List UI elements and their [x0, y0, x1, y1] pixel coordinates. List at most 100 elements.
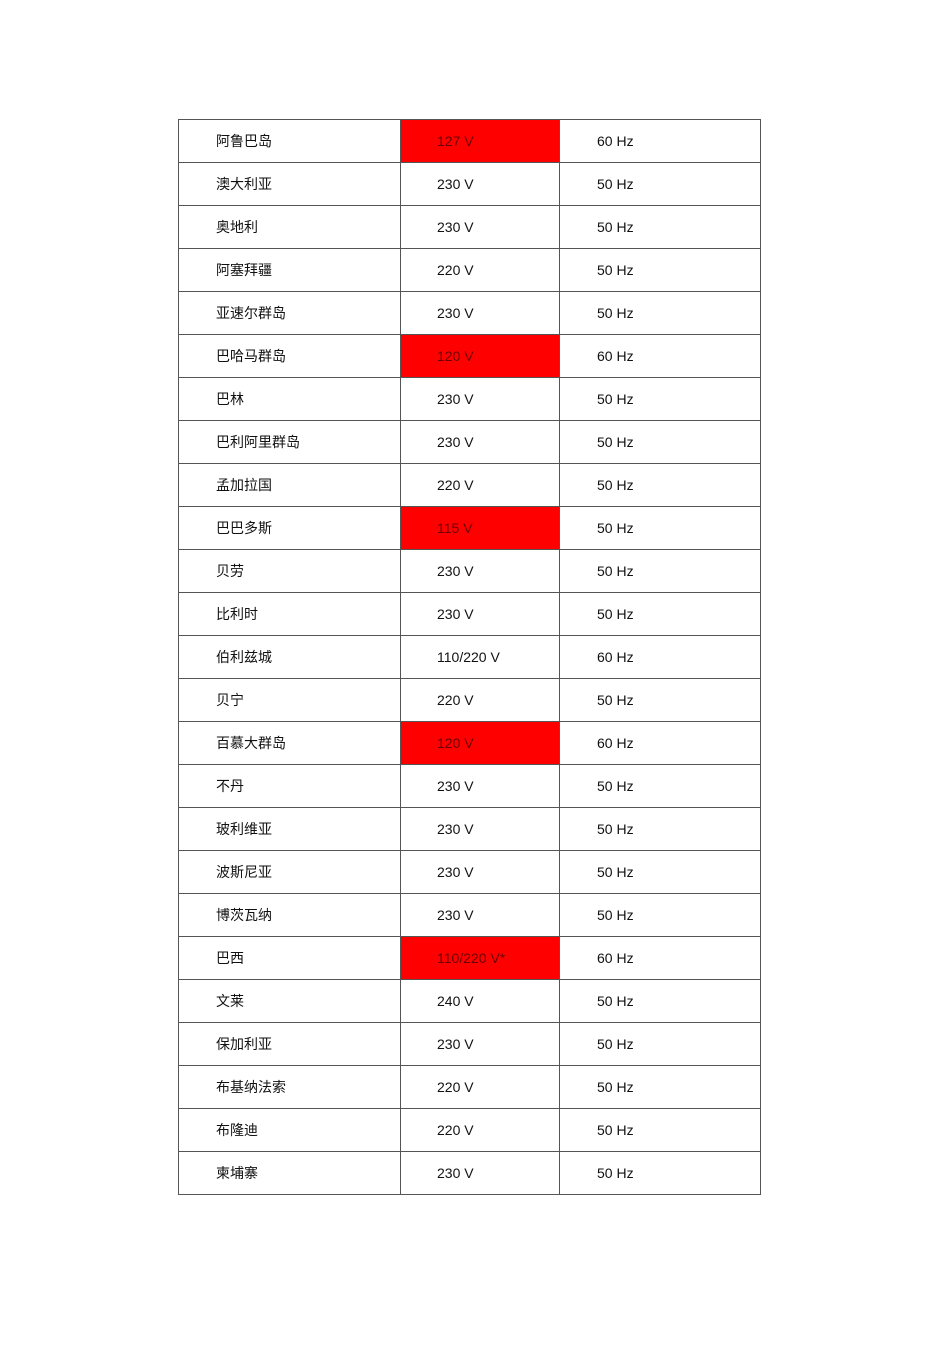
voltage-cell: 120 V [400, 721, 560, 765]
frequency-cell: 50 Hz [559, 678, 761, 722]
frequency-cell: 50 Hz [559, 850, 761, 894]
frequency-cell: 60 Hz [559, 119, 761, 163]
table-row: 巴哈马群岛 120 V 60 Hz [178, 334, 761, 378]
table-row: 巴西 110/220 V* 60 Hz [178, 936, 761, 980]
country-cell: 伯利兹城 [178, 635, 401, 679]
voltage-cell: 127 V [400, 119, 560, 163]
country-cell: 贝劳 [178, 549, 401, 593]
country-cell: 巴林 [178, 377, 401, 421]
country-cell: 贝宁 [178, 678, 401, 722]
frequency-cell: 50 Hz [559, 807, 761, 851]
voltage-cell: 230 V [400, 764, 560, 808]
frequency-cell: 50 Hz [559, 463, 761, 507]
table-row: 布隆迪 220 V 50 Hz [178, 1108, 761, 1152]
voltage-cell: 230 V [400, 807, 560, 851]
frequency-cell: 50 Hz [559, 1151, 761, 1195]
frequency-cell: 50 Hz [559, 420, 761, 464]
frequency-cell: 50 Hz [559, 291, 761, 335]
voltage-cell: 230 V [400, 592, 560, 636]
country-cell: 比利时 [178, 592, 401, 636]
table-row: 博茨瓦纳 230 V 50 Hz [178, 893, 761, 937]
country-cell: 阿鲁巴岛 [178, 119, 401, 163]
voltage-cell: 220 V [400, 678, 560, 722]
frequency-cell: 60 Hz [559, 721, 761, 765]
country-cell: 博茨瓦纳 [178, 893, 401, 937]
table-row: 澳大利亚 230 V 50 Hz [178, 162, 761, 206]
country-cell: 保加利亚 [178, 1022, 401, 1066]
voltage-cell: 110/220 V [400, 635, 560, 679]
voltage-table: 阿鲁巴岛 127 V 60 Hz 澳大利亚 230 V 50 Hz 奥地利 230 V 50 H… [178, 119, 761, 1195]
country-cell: 巴西 [178, 936, 401, 980]
frequency-cell: 50 Hz [559, 1022, 761, 1066]
country-cell: 奥地利 [178, 205, 401, 249]
frequency-cell: 50 Hz [559, 1065, 761, 1109]
country-cell: 百慕大群岛 [178, 721, 401, 765]
voltage-cell: 220 V [400, 1108, 560, 1152]
table-row: 文莱 240 V 50 Hz [178, 979, 761, 1023]
country-cell: 巴巴多斯 [178, 506, 401, 550]
table-row: 阿鲁巴岛 127 V 60 Hz [178, 119, 761, 163]
table-row: 柬埔寨 230 V 50 Hz [178, 1151, 761, 1195]
frequency-cell: 50 Hz [559, 893, 761, 937]
table-row: 布基纳法索 220 V 50 Hz [178, 1065, 761, 1109]
voltage-cell: 115 V [400, 506, 560, 550]
country-cell: 澳大利亚 [178, 162, 401, 206]
frequency-cell: 50 Hz [559, 979, 761, 1023]
country-cell: 玻利维亚 [178, 807, 401, 851]
voltage-cell: 120 V [400, 334, 560, 378]
table-row: 贝劳 230 V 50 Hz [178, 549, 761, 593]
country-cell: 布隆迪 [178, 1108, 401, 1152]
voltage-cell: 230 V [400, 162, 560, 206]
voltage-cell: 230 V [400, 893, 560, 937]
voltage-cell: 230 V [400, 205, 560, 249]
voltage-cell: 220 V [400, 248, 560, 292]
voltage-cell: 230 V [400, 1022, 560, 1066]
country-cell: 不丹 [178, 764, 401, 808]
voltage-cell: 230 V [400, 420, 560, 464]
table-row: 不丹 230 V 50 Hz [178, 764, 761, 808]
table-row: 亚速尔群岛 230 V 50 Hz [178, 291, 761, 335]
country-cell: 柬埔寨 [178, 1151, 401, 1195]
table-row: 伯利兹城 110/220 V 60 Hz [178, 635, 761, 679]
country-cell: 巴哈马群岛 [178, 334, 401, 378]
voltage-cell: 220 V [400, 463, 560, 507]
table-row: 玻利维亚 230 V 50 Hz [178, 807, 761, 851]
country-cell: 波斯尼亚 [178, 850, 401, 894]
table-row: 波斯尼亚 230 V 50 Hz [178, 850, 761, 894]
table-row: 阿塞拜疆 220 V 50 Hz [178, 248, 761, 292]
frequency-cell: 60 Hz [559, 936, 761, 980]
table-row: 百慕大群岛 120 V 60 Hz [178, 721, 761, 765]
frequency-cell: 50 Hz [559, 377, 761, 421]
frequency-cell: 50 Hz [559, 205, 761, 249]
frequency-cell: 50 Hz [559, 1108, 761, 1152]
frequency-cell: 50 Hz [559, 162, 761, 206]
voltage-cell: 230 V [400, 1151, 560, 1195]
frequency-cell: 50 Hz [559, 248, 761, 292]
country-cell: 巴利阿里群岛 [178, 420, 401, 464]
country-cell: 布基纳法索 [178, 1065, 401, 1109]
voltage-cell: 230 V [400, 549, 560, 593]
voltage-cell: 230 V [400, 291, 560, 335]
country-cell: 阿塞拜疆 [178, 248, 401, 292]
frequency-cell: 60 Hz [559, 334, 761, 378]
table-row: 巴利阿里群岛 230 V 50 Hz [178, 420, 761, 464]
voltage-cell: 230 V [400, 377, 560, 421]
voltage-cell: 230 V [400, 850, 560, 894]
country-cell: 孟加拉国 [178, 463, 401, 507]
frequency-cell: 50 Hz [559, 506, 761, 550]
voltage-cell: 240 V [400, 979, 560, 1023]
table-row: 巴林 230 V 50 Hz [178, 377, 761, 421]
table-row: 保加利亚 230 V 50 Hz [178, 1022, 761, 1066]
table-row: 奥地利 230 V 50 Hz [178, 205, 761, 249]
voltage-cell: 220 V [400, 1065, 560, 1109]
frequency-cell: 50 Hz [559, 549, 761, 593]
frequency-cell: 60 Hz [559, 635, 761, 679]
table-row: 孟加拉国 220 V 50 Hz [178, 463, 761, 507]
table-row: 比利时 230 V 50 Hz [178, 592, 761, 636]
frequency-cell: 50 Hz [559, 592, 761, 636]
voltage-cell: 110/220 V* [400, 936, 560, 980]
frequency-cell: 50 Hz [559, 764, 761, 808]
country-cell: 文莱 [178, 979, 401, 1023]
table-row: 巴巴多斯 115 V 50 Hz [178, 506, 761, 550]
country-cell: 亚速尔群岛 [178, 291, 401, 335]
